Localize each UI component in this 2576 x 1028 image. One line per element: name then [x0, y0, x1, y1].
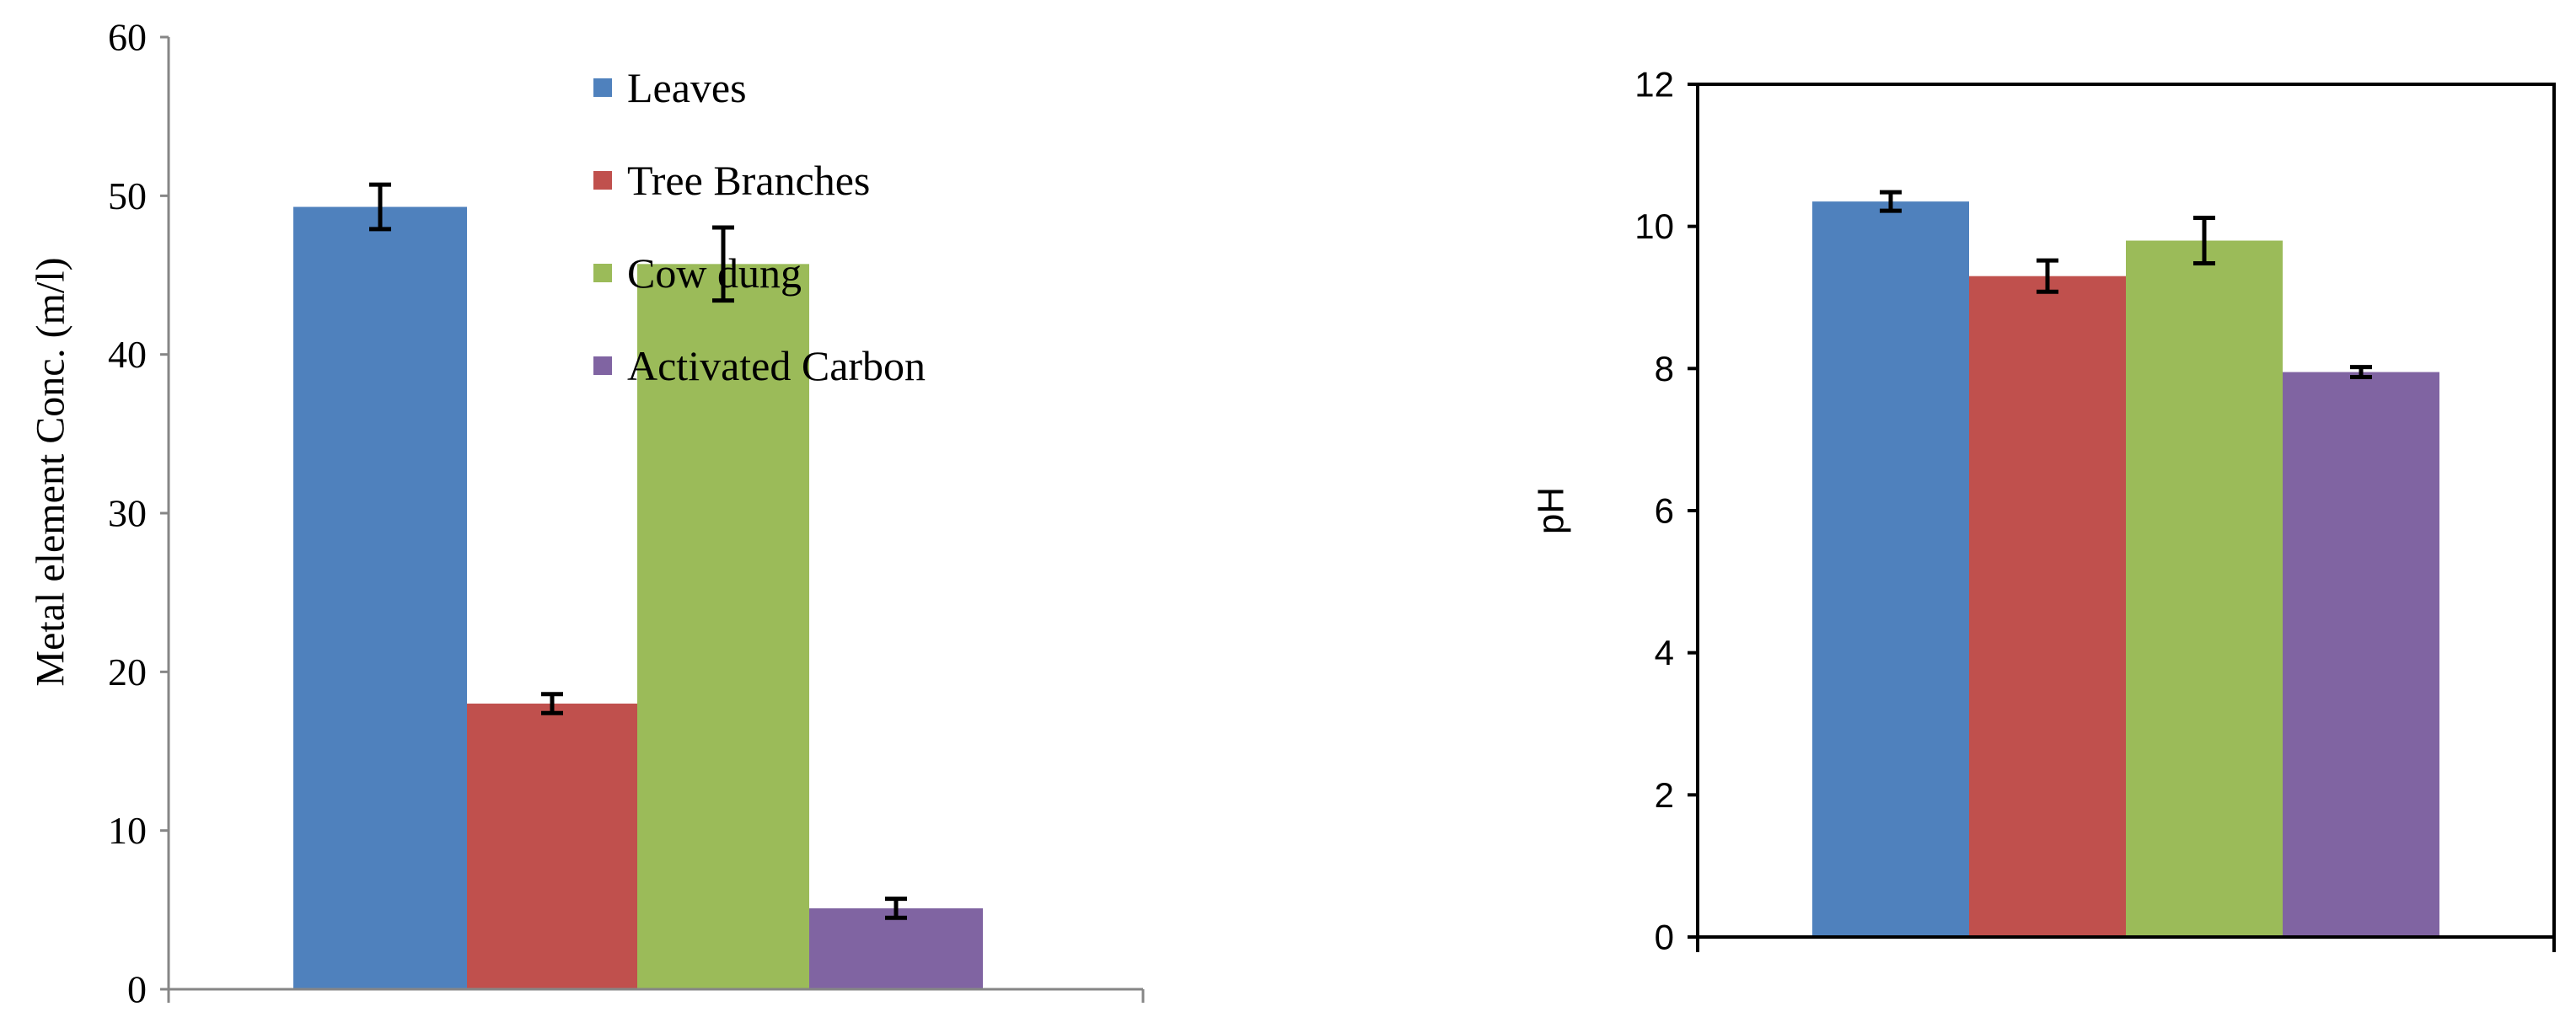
chart-1: 0 10 20 30 40 50 60 Metal element Conc. (m/l) Le…	[29, 16, 1145, 1011]
legend-swatch-2	[593, 171, 612, 190]
legend-label-1: Leaves	[627, 64, 747, 111]
error-bar-3	[712, 225, 734, 303]
y-tick-label: 50	[108, 174, 147, 217]
y-tick-label: 20	[108, 651, 147, 693]
legend-label-4: Activated Carbon	[627, 342, 926, 389]
legend-swatch-4	[593, 356, 612, 375]
bar-2	[467, 704, 637, 989]
legend-label-3: Cow dung	[627, 249, 802, 297]
y-axis-label: pH	[1531, 487, 1572, 534]
y-tick-label: 30	[108, 492, 147, 535]
y-tick-label: 40	[108, 333, 147, 376]
error-bar-1	[369, 182, 391, 232]
bar-2	[1969, 276, 2126, 937]
y-tick-label: 4	[1655, 633, 1674, 672]
y-tick-label: 2	[1655, 775, 1674, 815]
legend: Leaves Tree Branches Cow dung Activated Car…	[593, 64, 926, 389]
error-bar-4	[2350, 365, 2372, 379]
y-tick-label: 0	[1655, 918, 1674, 957]
y-axis-label: Metal element Conc. (m/l)	[29, 257, 73, 686]
legend-swatch-1	[593, 78, 612, 97]
y-tick-label: 10	[108, 809, 147, 852]
bar-1	[1812, 201, 1969, 937]
bar-4	[809, 908, 983, 989]
legend-swatch-3	[593, 264, 612, 282]
y-tick-label: 0	[127, 968, 147, 1011]
bar-1	[293, 206, 467, 989]
error-bar-2	[541, 692, 563, 715]
y-tick-label: 10	[1634, 206, 1674, 246]
error-bar-3	[2193, 216, 2215, 266]
y-tick-label: 12	[1634, 65, 1674, 104]
y-tick-label: 8	[1655, 349, 1674, 388]
y-tick-label: 6	[1655, 491, 1674, 531]
error-bar-2	[2037, 258, 2058, 294]
chart-2: 0 2 4 6 8 10 12 pH	[1531, 65, 2556, 957]
bar-3	[637, 264, 809, 990]
y-tick-label: 60	[108, 16, 147, 59]
error-bar-1	[1880, 190, 1902, 213]
error-bar-4	[885, 897, 907, 920]
bar-3	[2126, 240, 2283, 937]
legend-label-2: Tree Branches	[627, 157, 870, 204]
bar-4	[2283, 372, 2439, 937]
